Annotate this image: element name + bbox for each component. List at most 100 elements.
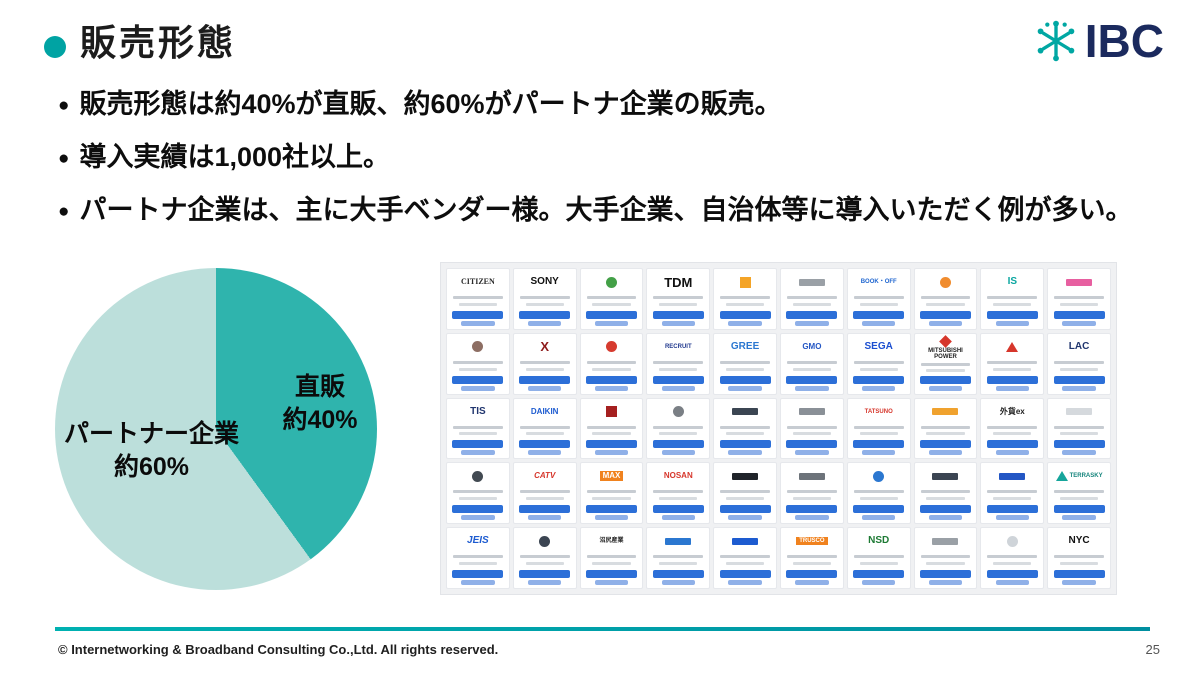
card-badges — [649, 375, 707, 391]
card-badges — [716, 440, 774, 456]
card-badge — [928, 515, 963, 521]
card-badge — [1062, 579, 1096, 585]
card-badges — [449, 440, 507, 456]
partner-logo: MITSUBISHI POWER — [917, 334, 975, 360]
card-caption-line — [659, 367, 698, 371]
partner-logo — [983, 531, 1041, 551]
card-badge — [1062, 385, 1096, 391]
partner-card — [980, 332, 1045, 395]
card-badge — [795, 320, 829, 326]
partner-card: TDM — [646, 268, 711, 330]
partner-logo: DAIKIN — [516, 402, 574, 422]
logo-text: TERRASKY — [1069, 473, 1103, 480]
card-badge — [652, 569, 704, 578]
card-badges — [983, 440, 1041, 456]
card-badge — [861, 515, 896, 521]
ibc-logo-text: IBC — [1084, 15, 1164, 67]
card-badge — [786, 375, 838, 384]
logo-text: TATSUNO — [864, 408, 893, 415]
card-caption-line — [853, 425, 904, 429]
card-badge — [928, 579, 963, 585]
card-badges — [917, 375, 975, 391]
card-caption-line — [720, 490, 770, 494]
card-caption-line — [993, 562, 1032, 566]
card-badge — [527, 579, 562, 585]
card-caption-line — [792, 562, 831, 566]
partner-card: JEIS — [446, 527, 510, 589]
logo-mark-icon — [732, 408, 759, 416]
partner-card — [713, 268, 777, 330]
card-caption-line — [519, 490, 570, 494]
card-badge — [995, 320, 1030, 326]
logo-text: TDM — [664, 274, 693, 290]
card-caption-line — [787, 295, 837, 299]
logo-mark-icon — [873, 470, 885, 482]
card-badge — [1062, 320, 1096, 326]
partner-logo — [1050, 402, 1108, 422]
logo-mark-icon — [932, 472, 959, 480]
card-badges — [917, 440, 975, 456]
partner-logo — [917, 402, 975, 422]
card-caption-line — [853, 295, 904, 299]
card-badges — [583, 375, 641, 391]
card-caption-line — [458, 302, 497, 306]
card-caption-line — [525, 497, 564, 501]
logo-text: 外貨ex — [999, 406, 1025, 416]
partner-card: SONY — [512, 268, 577, 330]
partner-card — [446, 462, 510, 525]
card-badge — [461, 320, 495, 326]
card-badge — [661, 385, 696, 391]
logo-mark-icon — [798, 472, 825, 480]
card-badge — [719, 375, 771, 384]
card-badge — [986, 505, 1038, 514]
partner-card — [846, 462, 911, 525]
partner-logo — [983, 466, 1041, 486]
partner-logo — [1050, 272, 1108, 292]
card-badge — [594, 579, 629, 585]
card-caption-line — [659, 497, 698, 501]
partner-logo — [583, 337, 641, 357]
card-caption-line — [987, 360, 1038, 364]
card-caption-line — [653, 360, 704, 364]
card-caption-line — [458, 562, 497, 566]
partner-logo — [917, 531, 975, 551]
partner-card: NSD — [846, 527, 911, 589]
partner-card — [713, 462, 777, 525]
card-badge — [728, 450, 762, 456]
card-badge — [920, 375, 971, 384]
card-caption-line — [586, 360, 637, 364]
card-badge — [728, 385, 762, 391]
card-caption-line — [787, 555, 837, 559]
card-caption-line — [586, 490, 637, 494]
card-badges — [1050, 375, 1108, 391]
partner-logo — [716, 272, 774, 292]
card-caption-line — [458, 497, 497, 501]
partner-logo: TRUSCO — [783, 531, 841, 551]
logo-text: SEGA — [864, 340, 893, 352]
card-badge — [652, 440, 704, 449]
partner-logo: LAC — [1050, 337, 1108, 357]
partner-logo — [716, 531, 774, 551]
card-badges — [716, 310, 774, 326]
card-caption-line — [659, 562, 698, 566]
card-badge — [527, 320, 562, 326]
card-badge — [527, 515, 562, 521]
logo-text: TRUSCO — [796, 537, 828, 546]
logo-mark-icon — [739, 276, 751, 288]
card-caption-line — [993, 432, 1032, 436]
card-caption-line — [525, 562, 564, 566]
card-badge — [1053, 440, 1105, 449]
bullet-dot-icon: ● — [58, 147, 70, 169]
pie-label-direct-name: 直販 — [294, 373, 345, 401]
logo-text: DAIKIN — [530, 406, 559, 416]
card-badges — [649, 310, 707, 326]
card-badge — [1053, 505, 1105, 514]
partner-logo: TDM — [649, 272, 707, 292]
logo-mark-icon — [732, 537, 759, 545]
card-caption-line — [519, 555, 570, 559]
partner-card: MAX — [579, 462, 644, 525]
card-caption-line — [1054, 555, 1104, 559]
card-caption-line — [987, 425, 1038, 429]
logo-mark-icon — [732, 472, 759, 480]
card-badge — [795, 579, 829, 585]
